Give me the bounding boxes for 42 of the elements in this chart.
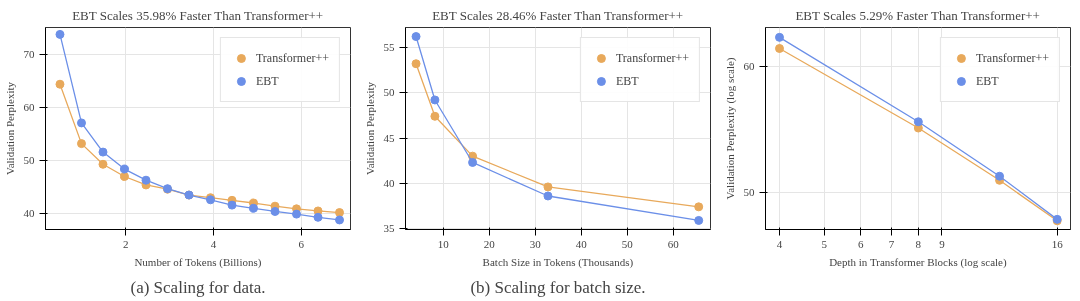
text: (b) Scaling for batch size. <box>470 277 646 297</box>
x-tick-label: 30 <box>529 237 542 250</box>
y-axis-title: Validation Perplexity <box>363 81 376 176</box>
x-tick-label: 20 <box>483 237 496 250</box>
y-tick-label: 50 <box>23 154 35 167</box>
y-tick-label: 40 <box>23 207 35 220</box>
chart-title: EBT Scales 5.29% Faster Than Transformer++ <box>795 7 1040 23</box>
y-tick-label: 50 <box>383 86 395 99</box>
x-tick-label: 7 <box>888 237 895 250</box>
x-tick-label: 60 <box>667 237 680 250</box>
y-tick-label: 55 <box>383 40 395 53</box>
legend-label: EBT <box>255 73 279 89</box>
x-tick-label: 6 <box>298 237 305 250</box>
y-axis-title: Validation Perplexity <box>3 81 16 176</box>
x-tick-label: 5 <box>821 237 828 250</box>
x-tick-label: 10 <box>437 237 450 250</box>
x-axis-title: Batch Size in Tokens (Thousands) <box>482 255 634 269</box>
x-tick-label: 8 <box>915 237 922 250</box>
legend-label: Transformer++ <box>615 50 689 66</box>
x-tick-label: 9 <box>939 237 946 250</box>
chart-title: EBT Scales 35.98% Faster Than Transformer++ <box>72 7 324 23</box>
x-tick-label: 50 <box>621 237 634 250</box>
legend-label: EBT <box>975 73 999 89</box>
y-tick-label: 40 <box>383 176 395 189</box>
x-tick-label: 4 <box>776 237 783 250</box>
chart-title: EBT Scales 28.46% Faster Than Transformer++ <box>432 7 684 23</box>
legend-label: EBT <box>615 73 639 89</box>
legend-label: Transformer++ <box>975 50 1049 66</box>
x-tick-label: 16 <box>1051 237 1064 250</box>
x-tick-label: 4 <box>210 237 217 250</box>
x-tick-label: 40 <box>575 237 588 250</box>
y-tick-label: 60 <box>23 101 35 114</box>
legend-label: Transformer++ <box>255 50 329 66</box>
x-axis-title: Depth in Transformer Blocks (log scale) <box>829 255 1007 269</box>
x-tick-label: 2 <box>123 237 129 250</box>
y-tick-label: 70 <box>23 48 35 61</box>
y-tick-label: 35 <box>383 222 395 235</box>
x-axis-title: Number of Tokens (Billions) <box>134 255 262 269</box>
y-axis-title: Validation Perplexity (log scale) <box>723 57 737 200</box>
y-tick-label: 45 <box>383 131 395 144</box>
text: (a) Scaling for data. <box>130 277 266 297</box>
x-tick-label: 6 <box>857 237 864 250</box>
